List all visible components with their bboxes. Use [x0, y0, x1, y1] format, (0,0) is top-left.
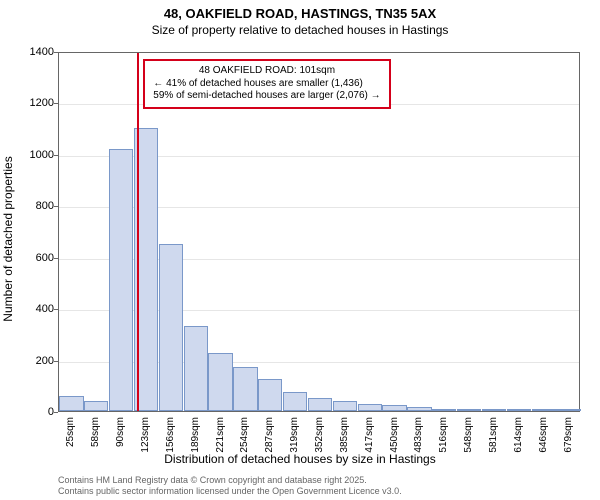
y-tick-mark [54, 412, 58, 413]
histogram-bar [59, 396, 83, 411]
histogram-bar [84, 401, 108, 411]
y-tick-mark [54, 52, 58, 53]
histogram-bar [109, 149, 133, 411]
y-tick-mark [54, 309, 58, 310]
y-tick-mark [54, 155, 58, 156]
y-tick-mark [54, 206, 58, 207]
y-axis-label: Number of detached properties [1, 156, 15, 321]
footer-line-2: Contains public sector information licen… [58, 486, 402, 497]
y-tick-label: 1000 [14, 149, 54, 161]
annotation-line-2: ← 41% of detached houses are smaller (1,… [153, 78, 380, 91]
histogram-bar [308, 398, 332, 411]
histogram-bar [233, 367, 257, 411]
y-tick-label: 600 [14, 252, 54, 264]
histogram-bar [159, 244, 183, 411]
histogram-bar [208, 353, 232, 411]
y-tick-label: 800 [14, 200, 54, 212]
marker-line [137, 53, 139, 411]
y-tick-mark [54, 258, 58, 259]
annotation-line-3: 59% of semi-detached houses are larger (… [153, 90, 380, 103]
y-tick-label: 1200 [14, 97, 54, 109]
histogram-bar [258, 379, 282, 411]
histogram-bar [184, 326, 208, 411]
histogram-bar [333, 401, 357, 411]
histogram-bar [532, 409, 556, 411]
annotation-line-1: 48 OAKFIELD ROAD: 101sqm [153, 65, 380, 78]
histogram-bar [507, 409, 531, 411]
histogram-bar [283, 392, 307, 411]
plot-area: 48 OAKFIELD ROAD: 101sqm← 41% of detache… [58, 52, 580, 412]
footer-attribution: Contains HM Land Registry data © Crown c… [58, 475, 402, 497]
y-tick-label: 0 [14, 406, 54, 418]
footer-line-1: Contains HM Land Registry data © Crown c… [58, 475, 402, 486]
y-tick-mark [54, 361, 58, 362]
y-tick-mark [54, 103, 58, 104]
histogram-bar [407, 407, 431, 411]
y-tick-label: 400 [14, 303, 54, 315]
histogram-bar [457, 409, 481, 411]
annotation-box: 48 OAKFIELD ROAD: 101sqm← 41% of detache… [143, 59, 390, 109]
y-tick-label: 200 [14, 355, 54, 367]
x-axis-label: Distribution of detached houses by size … [0, 452, 600, 466]
histogram-bar [556, 409, 580, 411]
chart-title: 48, OAKFIELD ROAD, HASTINGS, TN35 5AX [0, 0, 600, 23]
histogram-bar [382, 405, 406, 411]
histogram-bar [432, 409, 456, 411]
histogram-bar [482, 409, 506, 411]
y-tick-label: 1400 [14, 46, 54, 58]
chart-subtitle: Size of property relative to detached ho… [0, 23, 600, 39]
histogram-bar [358, 404, 382, 411]
